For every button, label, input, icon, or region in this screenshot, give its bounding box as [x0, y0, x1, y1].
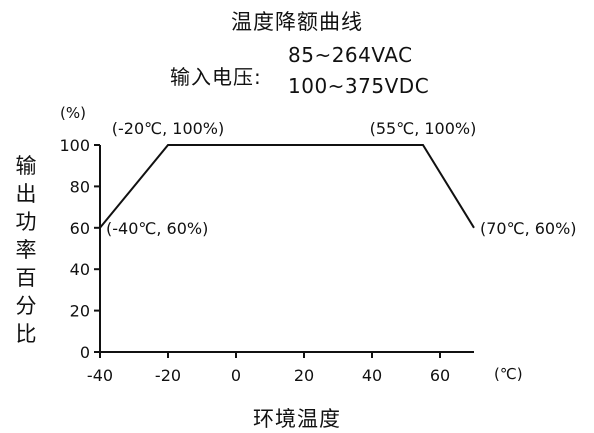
y-tick-label: 80	[70, 177, 90, 196]
y-tick-label: 100	[59, 136, 90, 155]
y-unit-label: (%)	[60, 104, 86, 122]
x-axis-label: 环境温度	[253, 407, 341, 431]
input-spec-dc: 100~375VDC	[288, 74, 430, 98]
y-tick-label: 20	[70, 302, 90, 321]
derating-curve-line	[99, 144, 475, 229]
point-annotation: (70℃, 60%)	[480, 219, 577, 238]
x-tick-label: 60	[430, 366, 450, 385]
chart-title: 温度降额曲线	[231, 10, 363, 34]
input-spec-ac: 85~264VAC	[288, 43, 413, 67]
x-tick-label: 20	[294, 366, 314, 385]
point-annotation: (-40℃, 60%)	[106, 219, 208, 238]
y-tick-label: 0	[80, 343, 90, 362]
point-annotation: (55℃, 100%)	[370, 119, 477, 138]
x-tick-label: 0	[231, 366, 241, 385]
x-unit-label: (℃)	[494, 365, 523, 383]
x-tick-label: -20	[155, 366, 181, 385]
x-tick-label: -40	[87, 366, 113, 385]
input-voltage-label: 输入电压:	[170, 65, 262, 89]
y-axis-label: 输出功率百分比	[15, 154, 37, 346]
x-tick-label: 40	[362, 366, 382, 385]
point-annotation: (-20℃, 100%)	[112, 119, 225, 138]
y-tick-label: 40	[70, 260, 90, 279]
y-tick-label: 60	[70, 219, 90, 238]
